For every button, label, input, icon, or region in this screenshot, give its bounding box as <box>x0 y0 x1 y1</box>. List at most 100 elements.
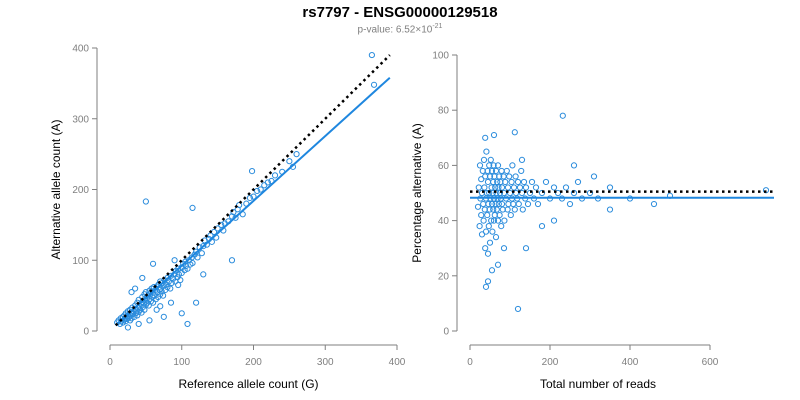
data-point <box>518 167 525 175</box>
data-point <box>488 200 496 208</box>
data-point <box>488 217 495 224</box>
data-point <box>562 184 570 191</box>
data-point <box>496 173 503 180</box>
x-tick-label: 400 <box>389 357 406 368</box>
data-point <box>494 261 502 268</box>
y-tick-label: 0 <box>443 327 449 338</box>
data-point <box>510 184 518 191</box>
data-point <box>512 189 520 197</box>
data-point <box>500 245 508 252</box>
data-point <box>512 173 519 180</box>
data-point <box>490 206 497 213</box>
data-point <box>484 278 492 285</box>
data-point <box>200 271 207 278</box>
y-tick-label: 0 <box>83 327 89 338</box>
data-point <box>177 276 184 284</box>
x-tick-label: 100 <box>173 357 190 368</box>
data-point <box>230 209 237 216</box>
data-point <box>132 285 139 292</box>
plot-allele-counts: 0 100 200 300 400 0 100 200 300 400 Reference alle… <box>49 44 406 392</box>
y-axis-label: Alternative allele count (A) <box>49 119 63 259</box>
data-point <box>511 129 518 136</box>
data-point <box>501 217 508 224</box>
y-tick-label: 200 <box>72 185 89 196</box>
data-point <box>476 223 483 230</box>
data-point <box>483 148 490 155</box>
data-point <box>490 131 498 139</box>
data-point <box>480 217 487 224</box>
data-point <box>181 267 188 274</box>
p-value-text: p-value: 6.52×10 <box>357 24 433 36</box>
y-tick-label: 60 <box>438 161 450 172</box>
x-axis-label: Total number of reads <box>540 377 656 391</box>
x-tick-label: 0 <box>467 357 473 368</box>
data-point <box>524 200 532 208</box>
data-point <box>482 283 490 290</box>
data-point <box>590 173 598 180</box>
y-axis-label: Percentage alternative (A) <box>410 123 424 262</box>
data-point <box>495 184 502 191</box>
data-point <box>189 204 196 211</box>
data-point <box>175 265 182 272</box>
data-point <box>492 234 500 241</box>
x-tick-label: 600 <box>702 357 719 368</box>
data-point <box>157 303 164 310</box>
data-point <box>165 278 172 285</box>
data-point <box>293 151 300 158</box>
data-point <box>520 178 528 186</box>
data-points <box>474 112 770 313</box>
data-point <box>182 258 189 265</box>
data-point <box>528 178 536 186</box>
data-point <box>518 156 526 163</box>
data-point <box>550 217 558 224</box>
data-point <box>606 184 614 191</box>
data-point <box>475 184 482 191</box>
data-point <box>178 310 185 317</box>
data-point <box>139 274 146 282</box>
data-point <box>519 206 526 213</box>
data-point <box>490 178 497 186</box>
data-point <box>522 184 530 191</box>
data-point <box>534 200 542 208</box>
data-point <box>650 200 658 208</box>
data-point <box>478 211 485 219</box>
regression-line <box>115 76 391 327</box>
data-point <box>153 306 160 313</box>
data-point <box>493 206 500 213</box>
data-point <box>488 167 496 175</box>
data-point <box>484 211 491 219</box>
data-point <box>492 200 499 208</box>
data-point <box>518 189 526 197</box>
data-point <box>198 250 205 257</box>
data-point <box>488 184 495 191</box>
y-tick-label: 20 <box>438 271 450 282</box>
data-point <box>538 223 546 230</box>
data-point <box>516 184 524 191</box>
chart-title: rs7797 - ENSG00000129518 <box>302 4 498 21</box>
data-point <box>175 281 182 289</box>
data-point <box>193 248 200 255</box>
data-point <box>498 167 505 175</box>
data-point <box>232 214 239 221</box>
x-axis-label: Reference allele count (G) <box>178 377 318 391</box>
data-point <box>474 203 482 210</box>
x-tick-label: 400 <box>622 357 639 368</box>
data-point <box>508 178 515 186</box>
data-point <box>485 223 492 230</box>
data-point <box>476 162 484 169</box>
data-point <box>146 317 153 324</box>
data-point <box>261 182 268 189</box>
y-tick-label: 400 <box>72 44 89 55</box>
data-point <box>554 189 562 197</box>
plot-percentage-alternative: 0 20 40 60 80 100 0 200 400 600 Total number of re… <box>410 51 774 391</box>
data-point <box>559 112 566 119</box>
data-point <box>492 184 499 191</box>
data-point <box>606 206 614 213</box>
x-tick-label: 0 <box>107 357 113 368</box>
data-point <box>124 315 131 323</box>
data-point <box>128 315 135 322</box>
data-point <box>503 167 510 175</box>
data-point <box>489 189 496 197</box>
data-point <box>532 184 540 191</box>
data-point <box>484 250 492 257</box>
